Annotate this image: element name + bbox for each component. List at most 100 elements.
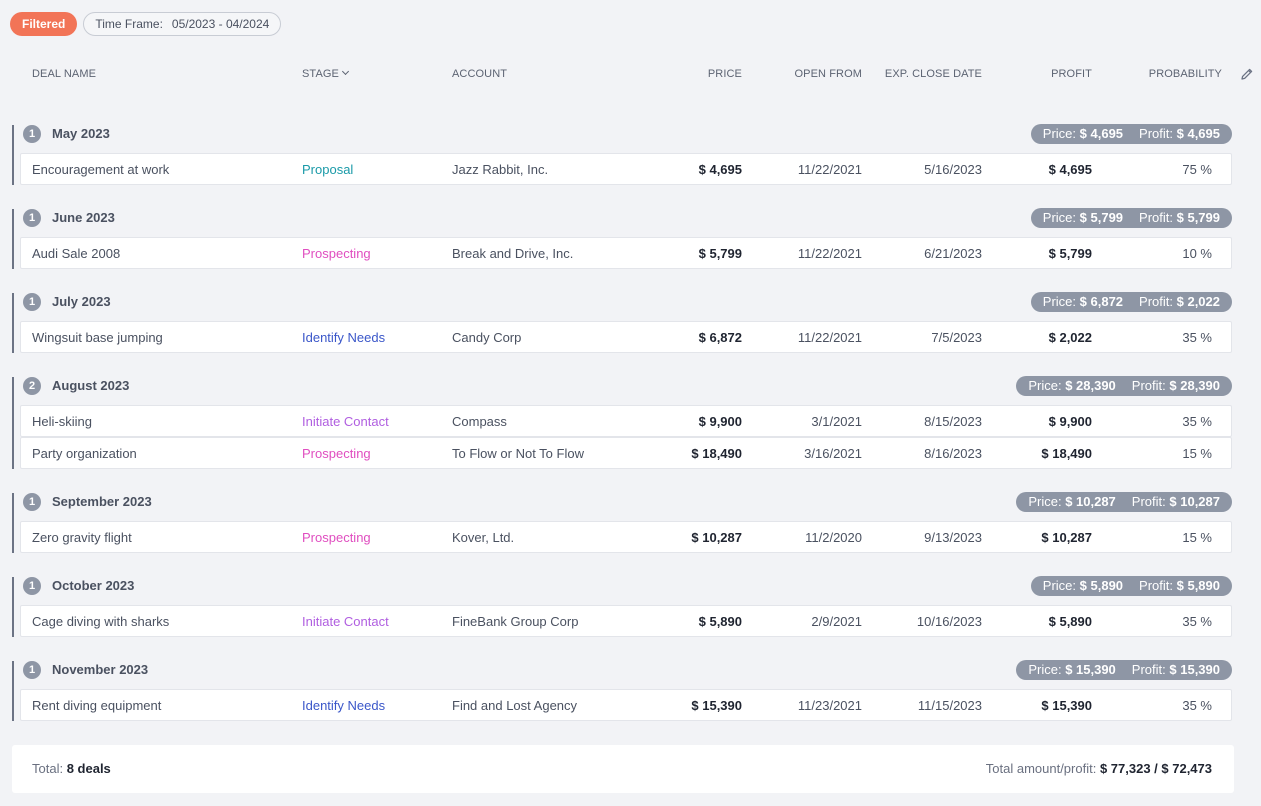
filter-bar: Filtered Time Frame: 05/2023 - 04/2024 [10,12,282,36]
deal-group: 1 October 2023 Price: $ 5,890 Profit: $ 5… [12,576,1234,637]
group-title: October 2023 [52,578,135,593]
deal-open-from: 11/22/2021 [797,246,862,261]
table-row[interactable]: Rent diving equipment Identify Needs Find … [20,689,1232,721]
group-header[interactable]: 1 July 2023 Price: $ 6,872 Profit: $ 2,02… [12,292,1234,315]
group-count-badge: 1 [23,125,41,143]
summary-price-label: Price: [1028,494,1062,509]
deal-name: Party organization [32,446,137,461]
deal-stage: Identify Needs [302,698,386,713]
group-summary: Price: $ 6,872 Profit: $ 2,022 [1030,292,1232,312]
deal-price: $ 4,695 [698,162,742,177]
col-exp-close-date[interactable]: EXP. CLOSE DATE [884,68,982,80]
deal-price: $ 9,900 [698,414,742,429]
col-open-from[interactable]: OPEN FROM [794,68,862,80]
group-bar [12,577,14,637]
amount-value: $ 77,323 / $ 72,473 [1099,761,1212,776]
deal-price: $ 15,390 [691,698,742,713]
deal-open-from: 11/23/2021 [797,698,862,713]
deal-price: $ 5,799 [698,246,742,261]
group-title: September 2023 [52,494,152,509]
summary-profit: $ 10,287 [1169,494,1220,509]
summary-profit: $ 28,390 [1169,378,1220,393]
deal-probability: 75 % [1182,162,1212,177]
deal-name: Wingsuit base jumping [32,330,163,345]
deal-close-date: 9/13/2023 [924,530,982,545]
deal-probability: 35 % [1182,698,1212,713]
deal-profit: $ 5,890 [1048,614,1092,629]
deal-group: 1 July 2023 Price: $ 6,872 Profit: $ 2,02… [12,292,1234,353]
summary-price-label: Price: [1028,662,1062,677]
deal-account: Break and Drive, Inc. [452,246,574,261]
deal-open-from: 11/22/2021 [797,162,862,177]
deal-close-date: 11/15/2023 [917,698,982,713]
summary-price: $ 6,872 [1079,294,1124,309]
deal-group: 1 September 2023 Price: $ 10,287 Profit: … [12,492,1234,553]
timeframe-chip[interactable]: Time Frame: 05/2023 - 04/2024 [83,12,282,36]
table-row[interactable]: Zero gravity flight Prospecting Kover, Ltd… [20,521,1232,553]
total-amount: Total amount/profit: $ 77,323 / $ 72,473 [986,761,1212,776]
table-row[interactable]: Cage diving with sharks Initiate Contact F… [20,605,1232,637]
summary-price: $ 10,287 [1065,494,1116,509]
col-stage-label: STAGE [302,68,339,80]
summary-profit-label: Profit: [1139,210,1173,225]
col-account[interactable]: ACCOUNT [452,68,508,80]
deal-profit: $ 5,799 [1048,246,1092,261]
deal-profit: $ 15,390 [1041,698,1092,713]
deal-stage: Prospecting [302,246,371,261]
deal-price: $ 18,490 [691,446,742,461]
group-header[interactable]: 2 August 2023 Price: $ 28,390 Profit: $ 2… [12,376,1234,399]
deal-account: Kover, Ltd. [452,530,515,545]
col-probability[interactable]: PROBABILITY [1148,68,1222,80]
deal-group: 1 May 2023 Price: $ 4,695 Profit: $ 4,695… [12,124,1234,185]
summary-price-label: Price: [1042,126,1077,141]
col-profit[interactable]: PROFIT [1051,68,1092,80]
summary-profit-label: Profit: [1139,126,1173,141]
col-price[interactable]: PRICE [707,68,742,80]
deal-stage: Proposal [302,162,354,177]
summary-price: $ 15,390 [1065,662,1116,677]
deal-open-from: 11/2/2020 [805,530,862,545]
pencil-icon[interactable] [1240,67,1254,81]
table-row[interactable]: Party organization Prospecting To Flow or … [20,437,1232,469]
group-title: August 2023 [52,378,130,393]
col-deal-name[interactable]: DEAL NAME [32,68,97,80]
table-row[interactable]: Audi Sale 2008 Prospecting Break and Drive… [20,237,1232,269]
group-count-badge: 1 [23,209,41,227]
summary-profit: $ 2,022 [1176,294,1220,309]
group-count-badge: 2 [23,377,41,395]
table-row[interactable]: Wingsuit base jumping Identify Needs Candy… [20,321,1232,353]
group-header[interactable]: 1 November 2023 Price: $ 15,390 Profit: $… [12,660,1234,683]
deal-profit: $ 10,287 [1041,530,1092,545]
deal-price: $ 5,890 [698,614,742,629]
deal-account: FineBank Group Corp [452,614,579,629]
deal-profit: $ 18,490 [1041,446,1092,461]
deal-open-from: 3/16/2021 [804,446,862,461]
table-row[interactable]: Encouragement at work Proposal Jazz Rabbit… [20,153,1232,185]
group-header[interactable]: 1 June 2023 Price: $ 5,799 Profit: $ 5,79… [12,208,1234,231]
col-stage[interactable]: STAGE [302,67,350,80]
group-bar [12,125,14,185]
summary-price-label: Price: [1042,210,1077,225]
deal-stage: Prospecting [302,446,371,461]
table-row[interactable]: Heli-skiing Initiate Contact Compass $ 9,90… [20,405,1232,437]
deal-probability: 15 % [1182,446,1212,461]
deal-account: To Flow or Not To Flow [452,446,584,461]
group-summary: Price: $ 5,799 Profit: $ 5,799 [1030,208,1232,228]
total-deals: Total: 8 deals [32,761,111,776]
deal-stage: Identify Needs [302,330,386,345]
group-title: May 2023 [52,126,110,141]
filtered-chip[interactable]: Filtered [10,12,78,36]
group-header[interactable]: 1 October 2023 Price: $ 5,890 Profit: $ 5… [12,576,1234,599]
group-header[interactable]: 1 May 2023 Price: $ 4,695 Profit: $ 4,695 [12,124,1234,147]
deal-name: Cage diving with sharks [32,614,170,629]
deal-stage: Initiate Contact [302,614,389,629]
deal-close-date: 10/16/2023 [916,614,982,629]
summary-price: $ 5,890 [1079,578,1124,593]
group-bar [12,209,14,269]
group-bar [12,493,14,553]
summary-price-label: Price: [1042,294,1077,309]
group-header[interactable]: 1 September 2023 Price: $ 10,287 Profit: … [12,492,1234,515]
deal-price: $ 6,872 [698,330,742,345]
deal-group: 2 August 2023 Price: $ 28,390 Profit: $ 2… [12,376,1234,469]
timeframe-label: Time Frame: [95,17,163,31]
